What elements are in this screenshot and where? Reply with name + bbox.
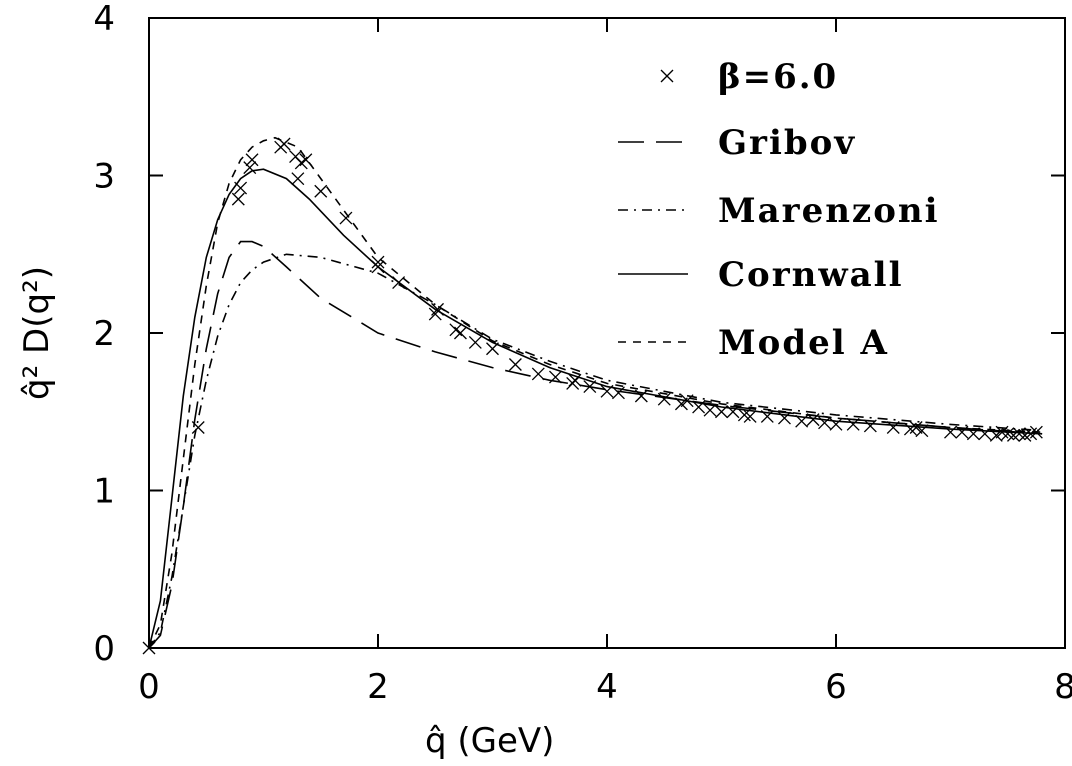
data-point (657, 392, 671, 406)
data-point (915, 424, 929, 438)
data-point (245, 153, 259, 167)
data-point (231, 192, 245, 206)
legend-label: Cornwall (718, 255, 904, 295)
data-point (568, 373, 582, 387)
x-axis-label: q̂ (GeV) (425, 721, 554, 761)
data-point (291, 172, 305, 186)
data-point (743, 410, 757, 423)
data-point (371, 255, 385, 269)
data-point (234, 181, 248, 195)
legend-label: Marenzoni (718, 191, 940, 231)
x-tick-label: 8 (1054, 667, 1072, 707)
data-point (468, 335, 482, 349)
data-point (314, 184, 328, 198)
y-tick-label: 3 (93, 157, 115, 197)
series-line-marenzoni (148, 253, 1043, 649)
x-tick-label: 0 (138, 667, 160, 707)
data-point (978, 427, 992, 441)
data-point (806, 413, 820, 427)
data-point (966, 427, 980, 441)
data-point (726, 405, 740, 419)
data-point (600, 384, 614, 398)
axes: 0 2 4 6 8 0 1 2 3 4 (93, 0, 1072, 707)
y-tick-label: 0 (93, 629, 115, 669)
data-point (453, 326, 467, 340)
data-point (371, 260, 385, 274)
data-point (392, 276, 406, 290)
data-point (634, 389, 648, 403)
data-point (339, 211, 353, 225)
data-point (703, 403, 717, 417)
y-tick-label: 1 (93, 472, 115, 512)
data-point (486, 342, 499, 356)
y-tick-label: 4 (93, 0, 115, 39)
data-point (243, 161, 257, 175)
data-point (944, 425, 957, 439)
series-line-cornwall (148, 168, 1043, 649)
data-point (611, 386, 625, 400)
data-point (277, 137, 291, 151)
legend-marker (660, 69, 674, 83)
plot-frame (148, 17, 1066, 649)
y-axis-label: q̂² D(q²) (17, 266, 57, 400)
data-point (760, 410, 774, 423)
data-point (955, 425, 969, 439)
data-point (829, 417, 843, 431)
data-point (715, 405, 728, 419)
legend-label: Gribov (718, 123, 856, 163)
data-point (428, 307, 442, 321)
data-point (191, 421, 205, 434)
data-point (1029, 425, 1043, 439)
data-point (680, 394, 694, 408)
legend: β=6.0 Gribov Marenzoni Cornwall Model A (618, 57, 940, 363)
data-point (846, 417, 860, 431)
series-line-model-a (148, 136, 1043, 649)
data-point (431, 302, 444, 316)
data-markers (142, 137, 1043, 655)
series-line-gribov (148, 240, 1043, 649)
legend-label: Model A (718, 323, 889, 363)
data-point (549, 370, 562, 384)
data-point (795, 414, 809, 428)
data-point (531, 367, 545, 381)
data-point (886, 421, 900, 434)
curves (148, 136, 1043, 649)
x-tick-label: 6 (825, 667, 847, 707)
x-tick-label: 2 (367, 667, 389, 707)
legend-label: β=6.0 (718, 57, 838, 97)
x-tick-label: 4 (596, 667, 618, 707)
data-point (692, 400, 706, 414)
data-point (863, 419, 877, 433)
data-point (508, 358, 522, 371)
data-point (299, 153, 313, 167)
data-point (778, 411, 791, 425)
data-point (142, 641, 156, 655)
data-point (818, 416, 832, 430)
y-tick-label: 2 (93, 314, 115, 354)
data-point (583, 380, 597, 394)
